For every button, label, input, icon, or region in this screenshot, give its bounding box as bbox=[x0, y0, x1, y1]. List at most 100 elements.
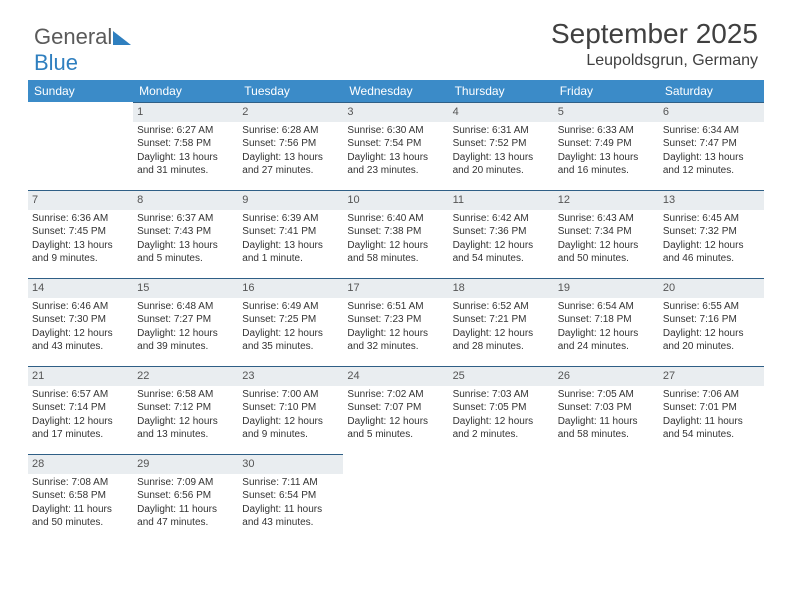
daylight-text: Daylight: 12 hours and 24 minutes. bbox=[558, 327, 655, 354]
sunset-text: Sunset: 6:56 PM bbox=[137, 489, 234, 503]
daylight-text: Daylight: 12 hours and 32 minutes. bbox=[347, 327, 444, 354]
location-label: Leupoldsgrun, Germany bbox=[28, 52, 758, 70]
sunrise-text: Sunrise: 6:27 AM bbox=[137, 124, 234, 138]
sunset-text: Sunset: 7:05 PM bbox=[453, 401, 550, 415]
daylight-text: Daylight: 11 hours and 58 minutes. bbox=[558, 415, 655, 442]
day-number: 17 bbox=[343, 278, 448, 298]
sunrise-text: Sunrise: 6:51 AM bbox=[347, 300, 444, 314]
sunset-text: Sunset: 7:47 PM bbox=[663, 137, 760, 151]
calendar-cell: 23Sunrise: 7:00 AMSunset: 7:10 PMDayligh… bbox=[238, 366, 343, 454]
calendar-body: 1Sunrise: 6:27 AMSunset: 7:58 PMDaylight… bbox=[28, 102, 764, 542]
calendar-week-row: 14Sunrise: 6:46 AMSunset: 7:30 PMDayligh… bbox=[28, 278, 764, 366]
daylight-text: Daylight: 13 hours and 20 minutes. bbox=[453, 151, 550, 178]
daylight-text: Daylight: 13 hours and 31 minutes. bbox=[137, 151, 234, 178]
calendar-cell: 12Sunrise: 6:43 AMSunset: 7:34 PMDayligh… bbox=[554, 190, 659, 278]
daylight-text: Daylight: 12 hours and 20 minutes. bbox=[663, 327, 760, 354]
daylight-text: Daylight: 13 hours and 9 minutes. bbox=[32, 239, 129, 266]
calendar-cell: 13Sunrise: 6:45 AMSunset: 7:32 PMDayligh… bbox=[659, 190, 764, 278]
daylight-text: Daylight: 13 hours and 5 minutes. bbox=[137, 239, 234, 266]
sunrise-text: Sunrise: 6:39 AM bbox=[242, 212, 339, 226]
day-number: 16 bbox=[238, 278, 343, 298]
sunset-text: Sunset: 7:58 PM bbox=[137, 137, 234, 151]
calendar-cell: 24Sunrise: 7:02 AMSunset: 7:07 PMDayligh… bbox=[343, 366, 448, 454]
daylight-text: Daylight: 12 hours and 43 minutes. bbox=[32, 327, 129, 354]
calendar-cell: 28Sunrise: 7:08 AMSunset: 6:58 PMDayligh… bbox=[28, 454, 133, 542]
calendar-cell: 2Sunrise: 6:28 AMSunset: 7:56 PMDaylight… bbox=[238, 102, 343, 190]
sunrise-text: Sunrise: 6:34 AM bbox=[663, 124, 760, 138]
calendar-cell: 6 Sunrise: 6:34 AMSunset: 7:47 PMDaylight… bbox=[659, 102, 764, 190]
weekday-header: Sunday bbox=[28, 80, 133, 102]
day-number: 26 bbox=[554, 366, 659, 386]
daylight-text: Daylight: 12 hours and 35 minutes. bbox=[242, 327, 339, 354]
calendar-cell: 20Sunrise: 6:55 AMSunset: 7:16 PMDayligh… bbox=[659, 278, 764, 366]
sunrise-text: Sunrise: 7:03 AM bbox=[453, 388, 550, 402]
sunrise-text: Sunrise: 7:05 AM bbox=[558, 388, 655, 402]
sunrise-text: Sunrise: 6:43 AM bbox=[558, 212, 655, 226]
header: September 2025 Leupoldsgrun, Germany bbox=[28, 18, 764, 70]
calendar-cell: 15 Sunrise: 6:48 AMSunset: 7:27 PMDayligh… bbox=[133, 278, 238, 366]
daylight-text: Daylight: 12 hours and 5 minutes. bbox=[347, 415, 444, 442]
daylight-text: Daylight: 11 hours and 54 minutes. bbox=[663, 415, 760, 442]
day-number: 30 bbox=[238, 454, 343, 474]
day-number: 19 bbox=[554, 278, 659, 298]
calendar-cell bbox=[343, 454, 448, 542]
daylight-text: Daylight: 13 hours and 1 minute. bbox=[242, 239, 339, 266]
day-number: 18 bbox=[449, 278, 554, 298]
day-number: 8 bbox=[133, 190, 238, 210]
daylight-text: Daylight: 12 hours and 28 minutes. bbox=[453, 327, 550, 354]
sunset-text: Sunset: 7:18 PM bbox=[558, 313, 655, 327]
day-number: 13 bbox=[659, 190, 764, 210]
day-number: 21 bbox=[28, 366, 133, 386]
sunset-text: Sunset: 7:27 PM bbox=[137, 313, 234, 327]
day-number: 20 bbox=[659, 278, 764, 298]
page-title: September 2025 bbox=[28, 18, 758, 50]
daylight-text: Daylight: 12 hours and 39 minutes. bbox=[137, 327, 234, 354]
sunset-text: Sunset: 7:23 PM bbox=[347, 313, 444, 327]
sunrise-text: Sunrise: 7:02 AM bbox=[347, 388, 444, 402]
calendar-cell: 21 Sunrise: 6:57 AMSunset: 7:14 PMDayligh… bbox=[28, 366, 133, 454]
sunrise-text: Sunrise: 6:40 AM bbox=[347, 212, 444, 226]
day-number: 10 bbox=[343, 190, 448, 210]
daylight-text: Daylight: 11 hours and 50 minutes. bbox=[32, 503, 129, 530]
sunrise-text: Sunrise: 6:48 AM bbox=[137, 300, 234, 314]
sunset-text: Sunset: 6:54 PM bbox=[242, 489, 339, 503]
sunrise-text: Sunrise: 6:49 AM bbox=[242, 300, 339, 314]
weekday-header: Tuesday bbox=[238, 80, 343, 102]
sunset-text: Sunset: 7:25 PM bbox=[242, 313, 339, 327]
calendar-cell: 1Sunrise: 6:27 AMSunset: 7:58 PMDaylight… bbox=[133, 102, 238, 190]
calendar-week-row: 21Sunrise: 6:57 AMSunset: 7:14 PMDayligh… bbox=[28, 366, 764, 454]
day-number: 6 bbox=[659, 102, 764, 122]
calendar-week-row: 1Sunrise: 6:27 AMSunset: 7:58 PMDaylight… bbox=[28, 102, 764, 190]
sunset-text: Sunset: 7:14 PM bbox=[32, 401, 129, 415]
sunrise-text: Sunrise: 7:08 AM bbox=[32, 476, 129, 490]
sunset-text: Sunset: 7:12 PM bbox=[137, 401, 234, 415]
daylight-text: Daylight: 13 hours and 27 minutes. bbox=[242, 151, 339, 178]
daylight-text: Daylight: 13 hours and 12 minutes. bbox=[663, 151, 760, 178]
day-number: 22 bbox=[133, 366, 238, 386]
daylight-text: Daylight: 12 hours and 2 minutes. bbox=[453, 415, 550, 442]
daylight-text: Daylight: 12 hours and 54 minutes. bbox=[453, 239, 550, 266]
sunrise-text: Sunrise: 6:42 AM bbox=[453, 212, 550, 226]
calendar-cell: 10Sunrise: 6:40 AMSunset: 7:38 PMDayligh… bbox=[343, 190, 448, 278]
sunrise-text: Sunrise: 7:09 AM bbox=[137, 476, 234, 490]
calendar-cell: 3Sunrise: 6:30 AMSunset: 7:54 PMDaylight… bbox=[343, 102, 448, 190]
sunrise-text: Sunrise: 6:30 AM bbox=[347, 124, 444, 138]
daylight-text: Daylight: 12 hours and 9 minutes. bbox=[242, 415, 339, 442]
calendar-cell: 11Sunrise: 6:42 AMSunset: 7:36 PMDayligh… bbox=[449, 190, 554, 278]
day-number: 15 bbox=[133, 278, 238, 298]
sunrise-text: Sunrise: 6:55 AM bbox=[663, 300, 760, 314]
sunrise-text: Sunrise: 7:06 AM bbox=[663, 388, 760, 402]
sunrise-text: Sunrise: 6:54 AM bbox=[558, 300, 655, 314]
sunset-text: Sunset: 7:34 PM bbox=[558, 225, 655, 239]
day-number: 3 bbox=[343, 102, 448, 122]
day-number: 7 bbox=[28, 190, 133, 210]
sunset-text: Sunset: 7:38 PM bbox=[347, 225, 444, 239]
sunrise-text: Sunrise: 7:00 AM bbox=[242, 388, 339, 402]
daylight-text: Daylight: 12 hours and 17 minutes. bbox=[32, 415, 129, 442]
day-number: 24 bbox=[343, 366, 448, 386]
daylight-text: Daylight: 13 hours and 16 minutes. bbox=[558, 151, 655, 178]
sunrise-text: Sunrise: 6:57 AM bbox=[32, 388, 129, 402]
day-number: 9 bbox=[238, 190, 343, 210]
daylight-text: Daylight: 11 hours and 43 minutes. bbox=[242, 503, 339, 530]
sunset-text: Sunset: 7:45 PM bbox=[32, 225, 129, 239]
